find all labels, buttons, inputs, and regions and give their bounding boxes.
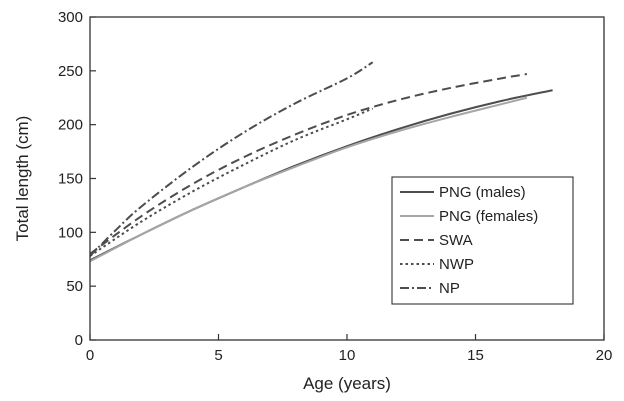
legend-label: NWP [439, 256, 474, 273]
y-axis-ticks: 0 50 100 150 200 250 300 [58, 9, 96, 349]
x-tick-label: 5 [214, 347, 222, 364]
series-lines [89, 61, 553, 263]
x-tick-label: 0 [86, 347, 94, 364]
legend-item: NP [400, 280, 460, 297]
series-line-3 [89, 107, 374, 257]
legend-label: PNG (females) [439, 208, 538, 225]
y-axis-title: Total length (cm) [13, 116, 32, 242]
y-tick-label: 50 [66, 278, 83, 295]
y-tick-label: 0 [75, 332, 83, 349]
legend-item: SWA [400, 232, 473, 249]
legend-label: NP [439, 280, 460, 297]
legend-item: PNG (males) [400, 184, 526, 201]
x-axis-ticks: 0 5 10 15 20 [86, 334, 613, 364]
y-tick-label: 250 [58, 63, 83, 80]
y-tick-label: 150 [58, 171, 83, 188]
y-tick-label: 200 [58, 117, 83, 134]
legend-item: PNG (females) [400, 208, 538, 225]
series-line-4 [89, 61, 374, 257]
legend-label: SWA [439, 232, 473, 249]
series-line-2 [89, 73, 528, 255]
series-line-1 [89, 96, 528, 263]
legend: PNG (males) PNG (females) SWA NWP NP [391, 176, 574, 305]
y-tick-label: 300 [58, 9, 83, 26]
y-tick-label: 100 [58, 224, 83, 241]
legend-item: NWP [400, 256, 474, 273]
x-tick-label: 15 [467, 347, 484, 364]
x-axis-title: Age (years) [303, 374, 391, 393]
legend-label: PNG (males) [439, 184, 526, 201]
x-tick-label: 10 [339, 347, 356, 364]
plot-frame [89, 16, 605, 341]
x-tick-label: 20 [596, 347, 613, 364]
